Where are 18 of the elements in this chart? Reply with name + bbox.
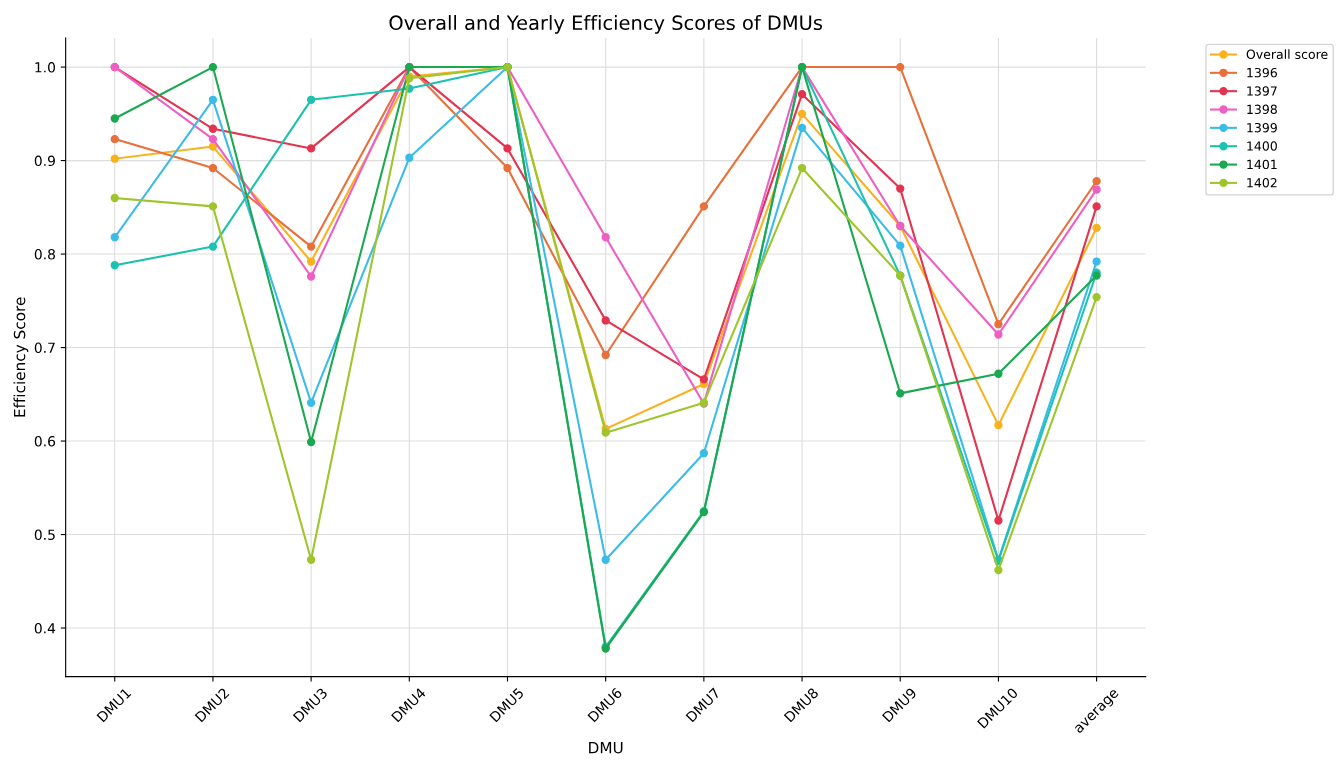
legend-label: 1402 bbox=[1247, 178, 1277, 188]
legend-label: 1398 bbox=[1247, 104, 1277, 115]
legend-label: 1401 bbox=[1247, 159, 1277, 170]
x-axis-title: DMU bbox=[589, 742, 623, 754]
y-tick-label: 0.5 bbox=[34, 529, 55, 541]
legend-label: Overall score bbox=[1246, 49, 1328, 60]
y-tick-label: 0.6 bbox=[34, 436, 56, 447]
y-tick-label: 0.9 bbox=[34, 155, 55, 167]
y-tick-label: 0.8 bbox=[34, 249, 55, 260]
legend-label: 1397 bbox=[1247, 86, 1277, 96]
y-tick-label: 0.4 bbox=[34, 623, 56, 634]
chart-title: Overall and Yearly Efficiency Scores of DMUs bbox=[389, 14, 823, 34]
y-axis-title: Efficiency Score bbox=[13, 297, 29, 417]
legend-label: 1399 bbox=[1247, 122, 1277, 133]
legend-label: 1400 bbox=[1247, 141, 1277, 151]
y-tick-label: 1.0 bbox=[35, 62, 56, 73]
legend-label: 1396 bbox=[1247, 67, 1277, 78]
y-tick-label: 0.7 bbox=[34, 342, 55, 354]
